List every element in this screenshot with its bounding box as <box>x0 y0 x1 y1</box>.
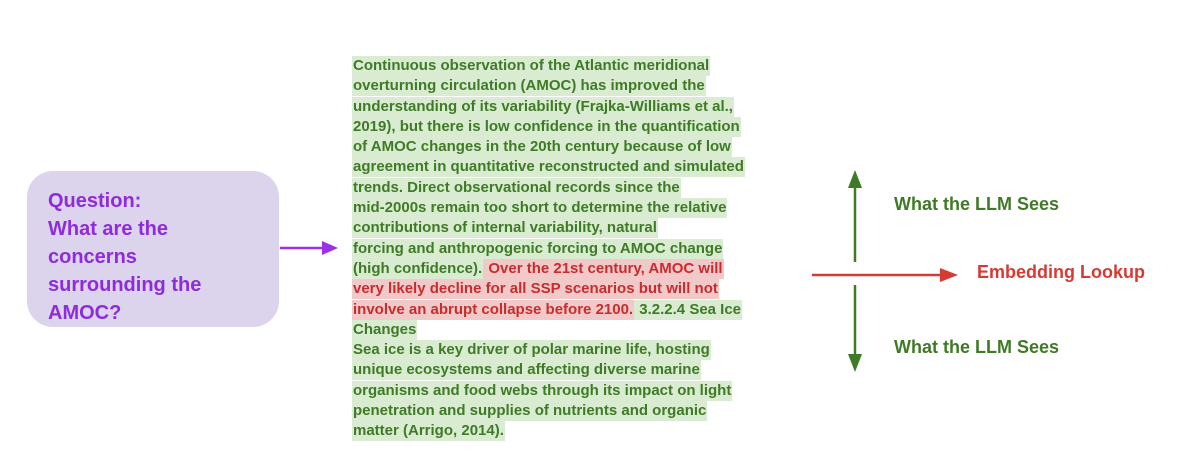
embedding-lookup-label: Embedding Lookup <box>977 262 1145 282</box>
llm-context-text: matter (Arrigo, 2014). <box>352 421 505 442</box>
question-line: Question: <box>48 190 142 212</box>
passage-line: very likely decline for all SSP scenario… <box>352 279 802 300</box>
llm-context-text: unique ecosystems and affecting diverse … <box>352 360 701 381</box>
llm-context-text: mid-2000s remain too short to determine … <box>352 198 728 219</box>
llm-context-text: 2019), but there is low confidence in th… <box>352 116 741 137</box>
question-line: AMOC? <box>48 302 122 324</box>
passage-line: unique ecosystems and affecting diverse … <box>352 360 802 381</box>
llm-context-text: forcing and anthropogenic forcing to AMO… <box>352 238 724 259</box>
llm-context-text: organisms and food webs through its impa… <box>352 380 733 401</box>
llm-sees-label-bottom: What the LLM Sees <box>894 337 1060 357</box>
passage-line: agreement in quantitative reconstructed … <box>352 157 802 178</box>
llm-context-text: of AMOC changes in the 20th century beca… <box>352 137 732 158</box>
llm-sees-label-top: What the LLM Sees <box>894 194 1060 214</box>
question-box: Question: What are the concerns surrounding… <box>27 171 279 327</box>
question-line: surrounding the <box>48 274 202 296</box>
passage-line: understanding of its variability (Frajka… <box>352 96 802 117</box>
passage-line: organisms and food webs through its impa… <box>352 380 802 401</box>
question-line: What are the <box>48 218 169 240</box>
passage-line: overturning circulation (AMOC) has impro… <box>352 76 802 97</box>
llm-context-text: understanding of its variability (Frajka… <box>352 96 734 117</box>
passage-line: Changes <box>352 319 802 340</box>
llm-context-text: Sea ice is a key driver of polar marine … <box>352 340 711 361</box>
llm-context-text: penetration and supplies of nutrients an… <box>352 401 708 422</box>
llm-context-text: trends. Direct observational records sin… <box>352 177 681 198</box>
passage-line: 2019), but there is low confidence in th… <box>352 116 802 137</box>
passage-line: involve an abrupt collapse before 2100. … <box>352 299 802 320</box>
passage-line: matter (Arrigo, 2014). <box>352 421 802 442</box>
llm-context-text: overturning circulation (AMOC) has impro… <box>352 76 706 97</box>
retrieved-passage: Continuous observation of the Atlantic m… <box>352 56 802 442</box>
passage-line: Sea ice is a key driver of polar marine … <box>352 340 802 361</box>
passage-line: (high confidence). Over the 21st century… <box>352 258 802 279</box>
embedding-match-text: Over the 21st century, AMOC will <box>483 258 724 279</box>
llm-context-text: contributions of internal variability, n… <box>352 218 658 239</box>
embedding-match-text: involve an abrupt collapse before 2100. <box>352 299 635 320</box>
passage-line: mid-2000s remain too short to determine … <box>352 198 802 219</box>
up-arrow <box>848 170 862 262</box>
llm-context-text: Continuous observation of the Atlantic m… <box>352 56 711 76</box>
passage-line: of AMOC changes in the 20th century beca… <box>352 137 802 158</box>
question-line: concerns <box>48 246 137 268</box>
embedding-match-text: very likely decline for all SSP scenario… <box>352 279 719 300</box>
embedding-arrow <box>812 268 958 282</box>
question-to-passage-arrow <box>280 241 338 255</box>
passage-line: penetration and supplies of nutrients an… <box>352 401 802 422</box>
llm-context-text: 3.2.2.4 Sea Ice <box>634 299 743 320</box>
llm-context-text: (high confidence). <box>352 258 484 279</box>
passage-line: forcing and anthropogenic forcing to AMO… <box>352 238 802 259</box>
passage-line: trends. Direct observational records sin… <box>352 177 802 198</box>
passage-line: Continuous observation of the Atlantic m… <box>352 56 802 76</box>
llm-context-text: agreement in quantitative reconstructed … <box>352 157 745 178</box>
passage-line: contributions of internal variability, n… <box>352 218 802 239</box>
llm-context-text: Changes <box>352 319 418 340</box>
down-arrow <box>848 285 862 372</box>
